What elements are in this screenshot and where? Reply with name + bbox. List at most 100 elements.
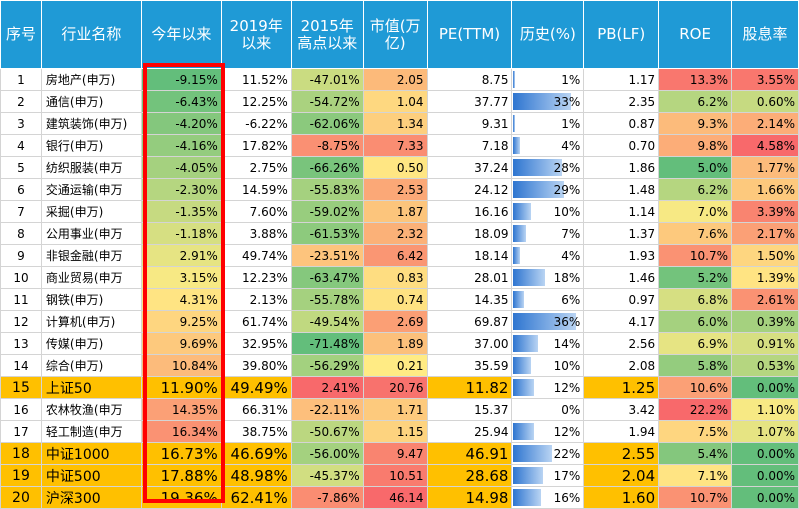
cell-market-cap: 2.05 (362, 68, 428, 91)
cell-industry-name: 交通运输(申万 (40, 178, 142, 201)
cell-roe: 5.2% (658, 266, 733, 289)
header-dividend-yield[interactable]: 股息率 (731, 0, 799, 69)
header-pe-ttm[interactable]: PE(TTM) (426, 0, 513, 69)
cell-roe: 22.2% (658, 398, 733, 421)
pe-history-value: 29% (553, 182, 581, 197)
cell-index: 16 (0, 398, 42, 421)
table-row[interactable]: 16 农林牧渔(申万 14.35% 66.31% -22.11% 1.71 15.37 0% 3… (0, 398, 799, 421)
header-ytd[interactable]: 今年以来 (140, 0, 222, 69)
table-row[interactable]: 11 钢铁(申万) 4.31% 2.13% -55.78% 0.74 14.35 6% 0.97… (0, 288, 799, 311)
table-row[interactable]: 14 综合(申万) 10.84% 39.80% -56.29% 0.21 35.59 10% 2… (0, 354, 799, 377)
cell-ytd: 11.90% (140, 376, 222, 399)
cell-since-2019: 12.23% (220, 266, 292, 289)
cell-dividend-yield: 2.14% (731, 112, 799, 135)
cell-pe-ttm: 28.01 (426, 266, 513, 289)
cell-since-2019: 49.74% (220, 244, 292, 267)
cell-pb-lf: 4.17 (583, 310, 660, 333)
cell-pb-lf: 1.25 (583, 376, 660, 399)
cell-industry-name: 通信(申万) (40, 90, 142, 113)
cell-index: 4 (0, 134, 42, 157)
cell-roe: 7.5% (658, 420, 733, 443)
cell-market-cap: 0.74 (362, 288, 428, 311)
table-row[interactable]: 2 通信(申万) -6.43% 12.25% -54.72% 1.04 37.77 33% 2.… (0, 90, 799, 113)
cell-dividend-yield: 1.50% (731, 244, 799, 267)
cell-pb-lf: 3.42 (583, 398, 660, 421)
cell-industry-name: 中证500 (40, 464, 142, 487)
header-pb-lf[interactable]: PB(LF) (583, 0, 660, 69)
cell-since-2015-high: -50.67% (290, 420, 364, 443)
cell-pe-ttm: 9.31 (426, 112, 513, 135)
cell-pb-lf: 0.97 (583, 288, 660, 311)
cell-dividend-yield: 0.00% (731, 486, 799, 509)
cell-pb-lf: 1.94 (583, 420, 660, 443)
pe-history-bar (513, 181, 565, 198)
cell-pe-ttm: 37.00 (426, 332, 513, 355)
pe-history-value: 6% (561, 292, 581, 307)
table-row[interactable]: 15 上证50 11.90% 49.49% 2.41% 20.76 11.82 12% 1.25… (0, 376, 799, 399)
table-row[interactable]: 3 建筑装饰(申万) -4.20% -6.22% -62.06% 1.34 9.31 1% 0.… (0, 112, 799, 135)
cell-industry-name: 纺织服装(申万 (40, 156, 142, 179)
table-row[interactable]: 20 沪深300 19.36% 62.41% -7.86% 46.14 14.98 16% 1.… (0, 486, 799, 509)
cell-pe-ttm: 24.12 (426, 178, 513, 201)
header-row: 序号 行业名称 今年以来 2019年以来 2015年高点以来 市值(万亿) PE… (0, 0, 799, 69)
cell-since-2015-high: -22.11% (290, 398, 364, 421)
cell-index: 13 (0, 332, 42, 355)
table-row[interactable]: 10 商业贸易(申万 3.15% 12.23% -63.47% 0.83 28.01 18% 1… (0, 266, 799, 289)
table-row[interactable]: 17 轻工制造(申万 16.34% 38.75% -50.67% 1.15 25.94 12%… (0, 420, 799, 443)
table-row[interactable]: 5 纺织服装(申万 -4.05% 2.75% -66.26% 0.50 37.24 28% 1.… (0, 156, 799, 179)
cell-industry-name: 沪深300 (40, 486, 142, 509)
header-since-2015-high[interactable]: 2015年高点以来 (290, 0, 364, 69)
cell-since-2015-high: -8.75% (290, 134, 364, 157)
cell-dividend-yield: 0.39% (731, 310, 799, 333)
header-industry-name[interactable]: 行业名称 (40, 0, 142, 69)
table-row[interactable]: 19 中证500 17.88% 48.98% -45.37% 10.51 28.68 17% 2… (0, 464, 799, 487)
table-row[interactable]: 18 中证1000 16.73% 46.69% -56.00% 9.47 46.91 22% 2… (0, 442, 799, 465)
cell-industry-name: 采掘(申万) (40, 200, 142, 223)
table-row[interactable]: 1 房地产(申万) -9.15% 11.52% -47.01% 2.05 8.75 1% 1.1… (0, 68, 799, 91)
cell-dividend-yield: 2.17% (731, 222, 799, 245)
header-index[interactable]: 序号 (0, 0, 42, 69)
table-row[interactable]: 13 传媒(申万) 9.69% 32.95% -71.48% 1.89 37.00 14% 2.… (0, 332, 799, 355)
cell-roe: 9.8% (658, 134, 733, 157)
cell-ytd: -4.20% (140, 112, 222, 135)
cell-since-2019: 7.60% (220, 200, 292, 223)
pe-history-bar (513, 335, 538, 352)
cell-ytd: 10.84% (140, 354, 222, 377)
cell-index: 8 (0, 222, 42, 245)
header-roe[interactable]: ROE (658, 0, 733, 69)
header-market-cap[interactable]: 市值(万亿) (362, 0, 428, 69)
header-since-2019[interactable]: 2019年以来 (220, 0, 292, 69)
pe-history-bar (513, 291, 524, 308)
table-row[interactable]: 4 银行(申万) -4.16% 17.82% -8.75% 7.33 7.18 4% 0.70 9… (0, 134, 799, 157)
pe-history-value: 10% (553, 358, 581, 373)
cell-since-2015-high: -59.02% (290, 200, 364, 223)
table-row[interactable]: 6 交通运输(申万 -2.30% 14.59% -55.83% 2.53 24.12 29% 1… (0, 178, 799, 201)
cell-pe-history: 14% (511, 332, 585, 355)
cell-pe-history: 1% (511, 112, 585, 135)
pe-history-value: 7% (561, 226, 581, 241)
cell-pb-lf: 2.08 (583, 354, 660, 377)
table-row[interactable]: 7 采掘(申万) -1.35% 7.60% -59.02% 1.87 16.16 10% 1.1… (0, 200, 799, 223)
cell-ytd: 14.35% (140, 398, 222, 421)
pe-history-bar (513, 137, 521, 154)
pe-history-bar (513, 445, 552, 462)
cell-ytd: 16.73% (140, 442, 222, 465)
cell-industry-name: 上证50 (40, 376, 142, 399)
cell-pb-lf: 2.56 (583, 332, 660, 355)
cell-since-2019: 2.75% (220, 156, 292, 179)
cell-industry-name: 房地产(申万) (40, 68, 142, 91)
cell-since-2019: 61.74% (220, 310, 292, 333)
header-pe-history[interactable]: 历史(%) (511, 0, 585, 69)
cell-dividend-yield: 0.00% (731, 376, 799, 399)
table-row[interactable]: 8 公用事业(申万 -1.18% 3.88% -61.53% 2.32 18.09 7% 1.3… (0, 222, 799, 245)
cell-market-cap: 2.53 (362, 178, 428, 201)
table-row[interactable]: 9 非银金融(申万 2.91% 49.74% -23.51% 6.42 18.14 4% 1.9… (0, 244, 799, 267)
cell-since-2015-high: -66.26% (290, 156, 364, 179)
cell-since-2015-high: -23.51% (290, 244, 364, 267)
table-row[interactable]: 12 计算机(申万) 9.25% 61.74% -49.54% 2.69 69.87 36% 4… (0, 310, 799, 333)
pe-history-value: 4% (561, 138, 581, 153)
cell-ytd: 3.15% (140, 266, 222, 289)
cell-index: 1 (0, 68, 42, 91)
cell-pe-ttm: 18.09 (426, 222, 513, 245)
